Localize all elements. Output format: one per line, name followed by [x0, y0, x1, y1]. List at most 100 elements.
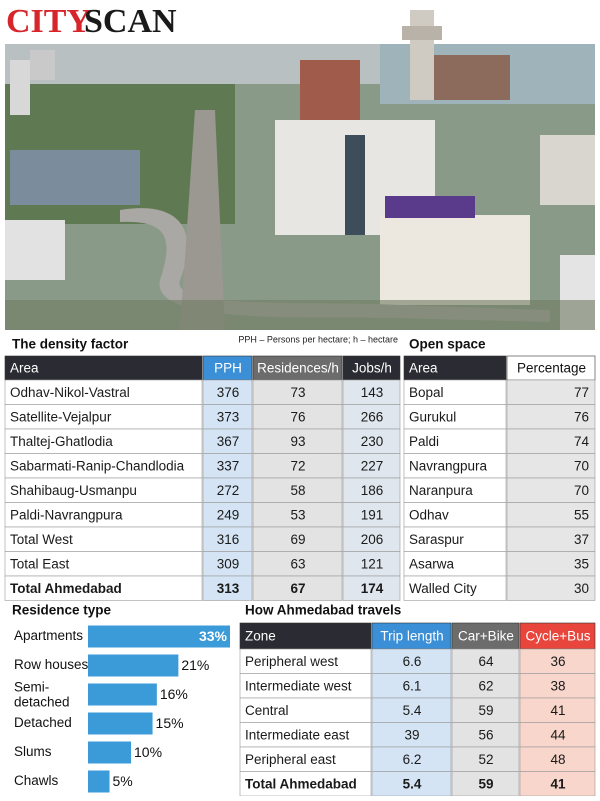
cell-value: 44 — [550, 727, 566, 742]
cell — [342, 428, 401, 454]
bar-value-label: 15% — [156, 715, 184, 731]
cell — [451, 771, 520, 797]
row-label: Total East — [10, 556, 70, 571]
cell — [252, 575, 343, 601]
cell-value: 6.2 — [403, 752, 422, 767]
row-label: Walled City — [409, 581, 477, 596]
column-header: Area — [409, 361, 438, 376]
cell-value: 309 — [217, 556, 240, 571]
cell-value: 266 — [361, 409, 384, 424]
row-label: Sabarmati-Ranip-Chandlodia — [10, 458, 185, 473]
cell-value: 174 — [361, 581, 384, 596]
bar-category: Chawls — [14, 773, 59, 788]
cell — [403, 477, 507, 503]
cell — [403, 428, 507, 454]
cell-value: 53 — [290, 507, 305, 522]
section-title: The density factor — [12, 337, 129, 352]
row-label: Navrangpura — [409, 458, 488, 473]
column-header: Cycle+Bus — [526, 629, 591, 644]
cell-value: 55 — [574, 507, 589, 522]
cell — [342, 404, 401, 430]
row-label: Intermediate west — [245, 678, 352, 693]
bar — [88, 654, 179, 677]
column-header: Residences/h — [257, 361, 339, 376]
cell-value: 76 — [290, 409, 305, 424]
section-title: Residence type — [12, 603, 112, 618]
cell — [519, 673, 596, 699]
cell-value: 52 — [478, 752, 493, 767]
cell — [342, 502, 401, 528]
title-black: SCAN — [84, 3, 177, 40]
cell — [506, 379, 596, 405]
bar-category: Detached — [14, 715, 72, 730]
cell-value: 35 — [574, 556, 589, 571]
cell-value: 373 — [217, 409, 240, 424]
cell — [403, 502, 507, 528]
cell-value: 64 — [478, 654, 494, 669]
cell — [4, 379, 203, 405]
cell — [252, 379, 343, 405]
cell — [371, 771, 452, 797]
cell-value: 206 — [361, 532, 384, 547]
cell — [519, 771, 596, 797]
header-cell — [342, 355, 401, 381]
cell — [239, 722, 372, 748]
cell-value: 70 — [574, 483, 589, 498]
cell-value: 227 — [361, 458, 384, 473]
cell — [342, 575, 401, 601]
cell-value: 62 — [478, 678, 493, 693]
cell — [506, 477, 596, 503]
cell-value: 38 — [550, 678, 565, 693]
header-cell — [519, 622, 596, 650]
cell — [371, 697, 452, 723]
cell — [342, 526, 401, 552]
title-red: CITY — [6, 3, 91, 40]
cell-value: 58 — [290, 483, 305, 498]
cell-value: 376 — [217, 385, 240, 400]
header-cell — [506, 355, 596, 381]
cell-value: 76 — [574, 409, 589, 424]
cell-value: 6.1 — [403, 678, 422, 693]
cell — [202, 575, 253, 601]
cell — [451, 746, 520, 772]
cell — [342, 551, 401, 577]
cell — [202, 453, 253, 479]
column-header: Zone — [245, 629, 276, 644]
cell — [202, 379, 253, 405]
row-label: Paldi — [409, 434, 439, 449]
cell — [451, 648, 520, 674]
cell-value: 69 — [290, 532, 305, 547]
density-table: Area PPH Residences/h Jobs/h Odhav-Nikol-Vas… — [4, 355, 401, 601]
row-label: Bopal — [409, 385, 444, 400]
cell-value: 73 — [290, 385, 305, 400]
table-note: PPH – Persons per hectare; h – hectare — [238, 334, 398, 344]
cell-value: 63 — [290, 556, 305, 571]
bar — [88, 741, 132, 764]
cell — [4, 428, 203, 454]
cell-value: 39 — [404, 727, 419, 742]
cell — [4, 575, 203, 601]
row-label: Total Ahmedabad — [245, 776, 357, 791]
cell — [252, 502, 343, 528]
cell-value: 93 — [290, 434, 305, 449]
cell-value: 67 — [290, 581, 305, 596]
cell — [239, 648, 372, 674]
cell-value: 41 — [550, 703, 565, 718]
cell — [403, 551, 507, 577]
bar — [88, 770, 110, 793]
cell-value: 37 — [574, 532, 589, 547]
open-space-table: Area Percentage Bopal 77 Gurukul 76 Paldi 74 Nav… — [403, 355, 596, 601]
cell-value: 6.6 — [403, 654, 422, 669]
cell-value: 249 — [217, 507, 240, 522]
cell-value: 316 — [217, 532, 240, 547]
cell — [371, 746, 452, 772]
bar-value-label: 5% — [113, 773, 133, 789]
cell-value: 367 — [217, 434, 240, 449]
cell — [239, 771, 372, 797]
cell — [519, 648, 596, 674]
cell — [239, 673, 372, 699]
column-header: Car+Bike — [458, 629, 514, 644]
cell-value: 48 — [550, 752, 565, 767]
bar-value-label: 16% — [160, 686, 188, 702]
